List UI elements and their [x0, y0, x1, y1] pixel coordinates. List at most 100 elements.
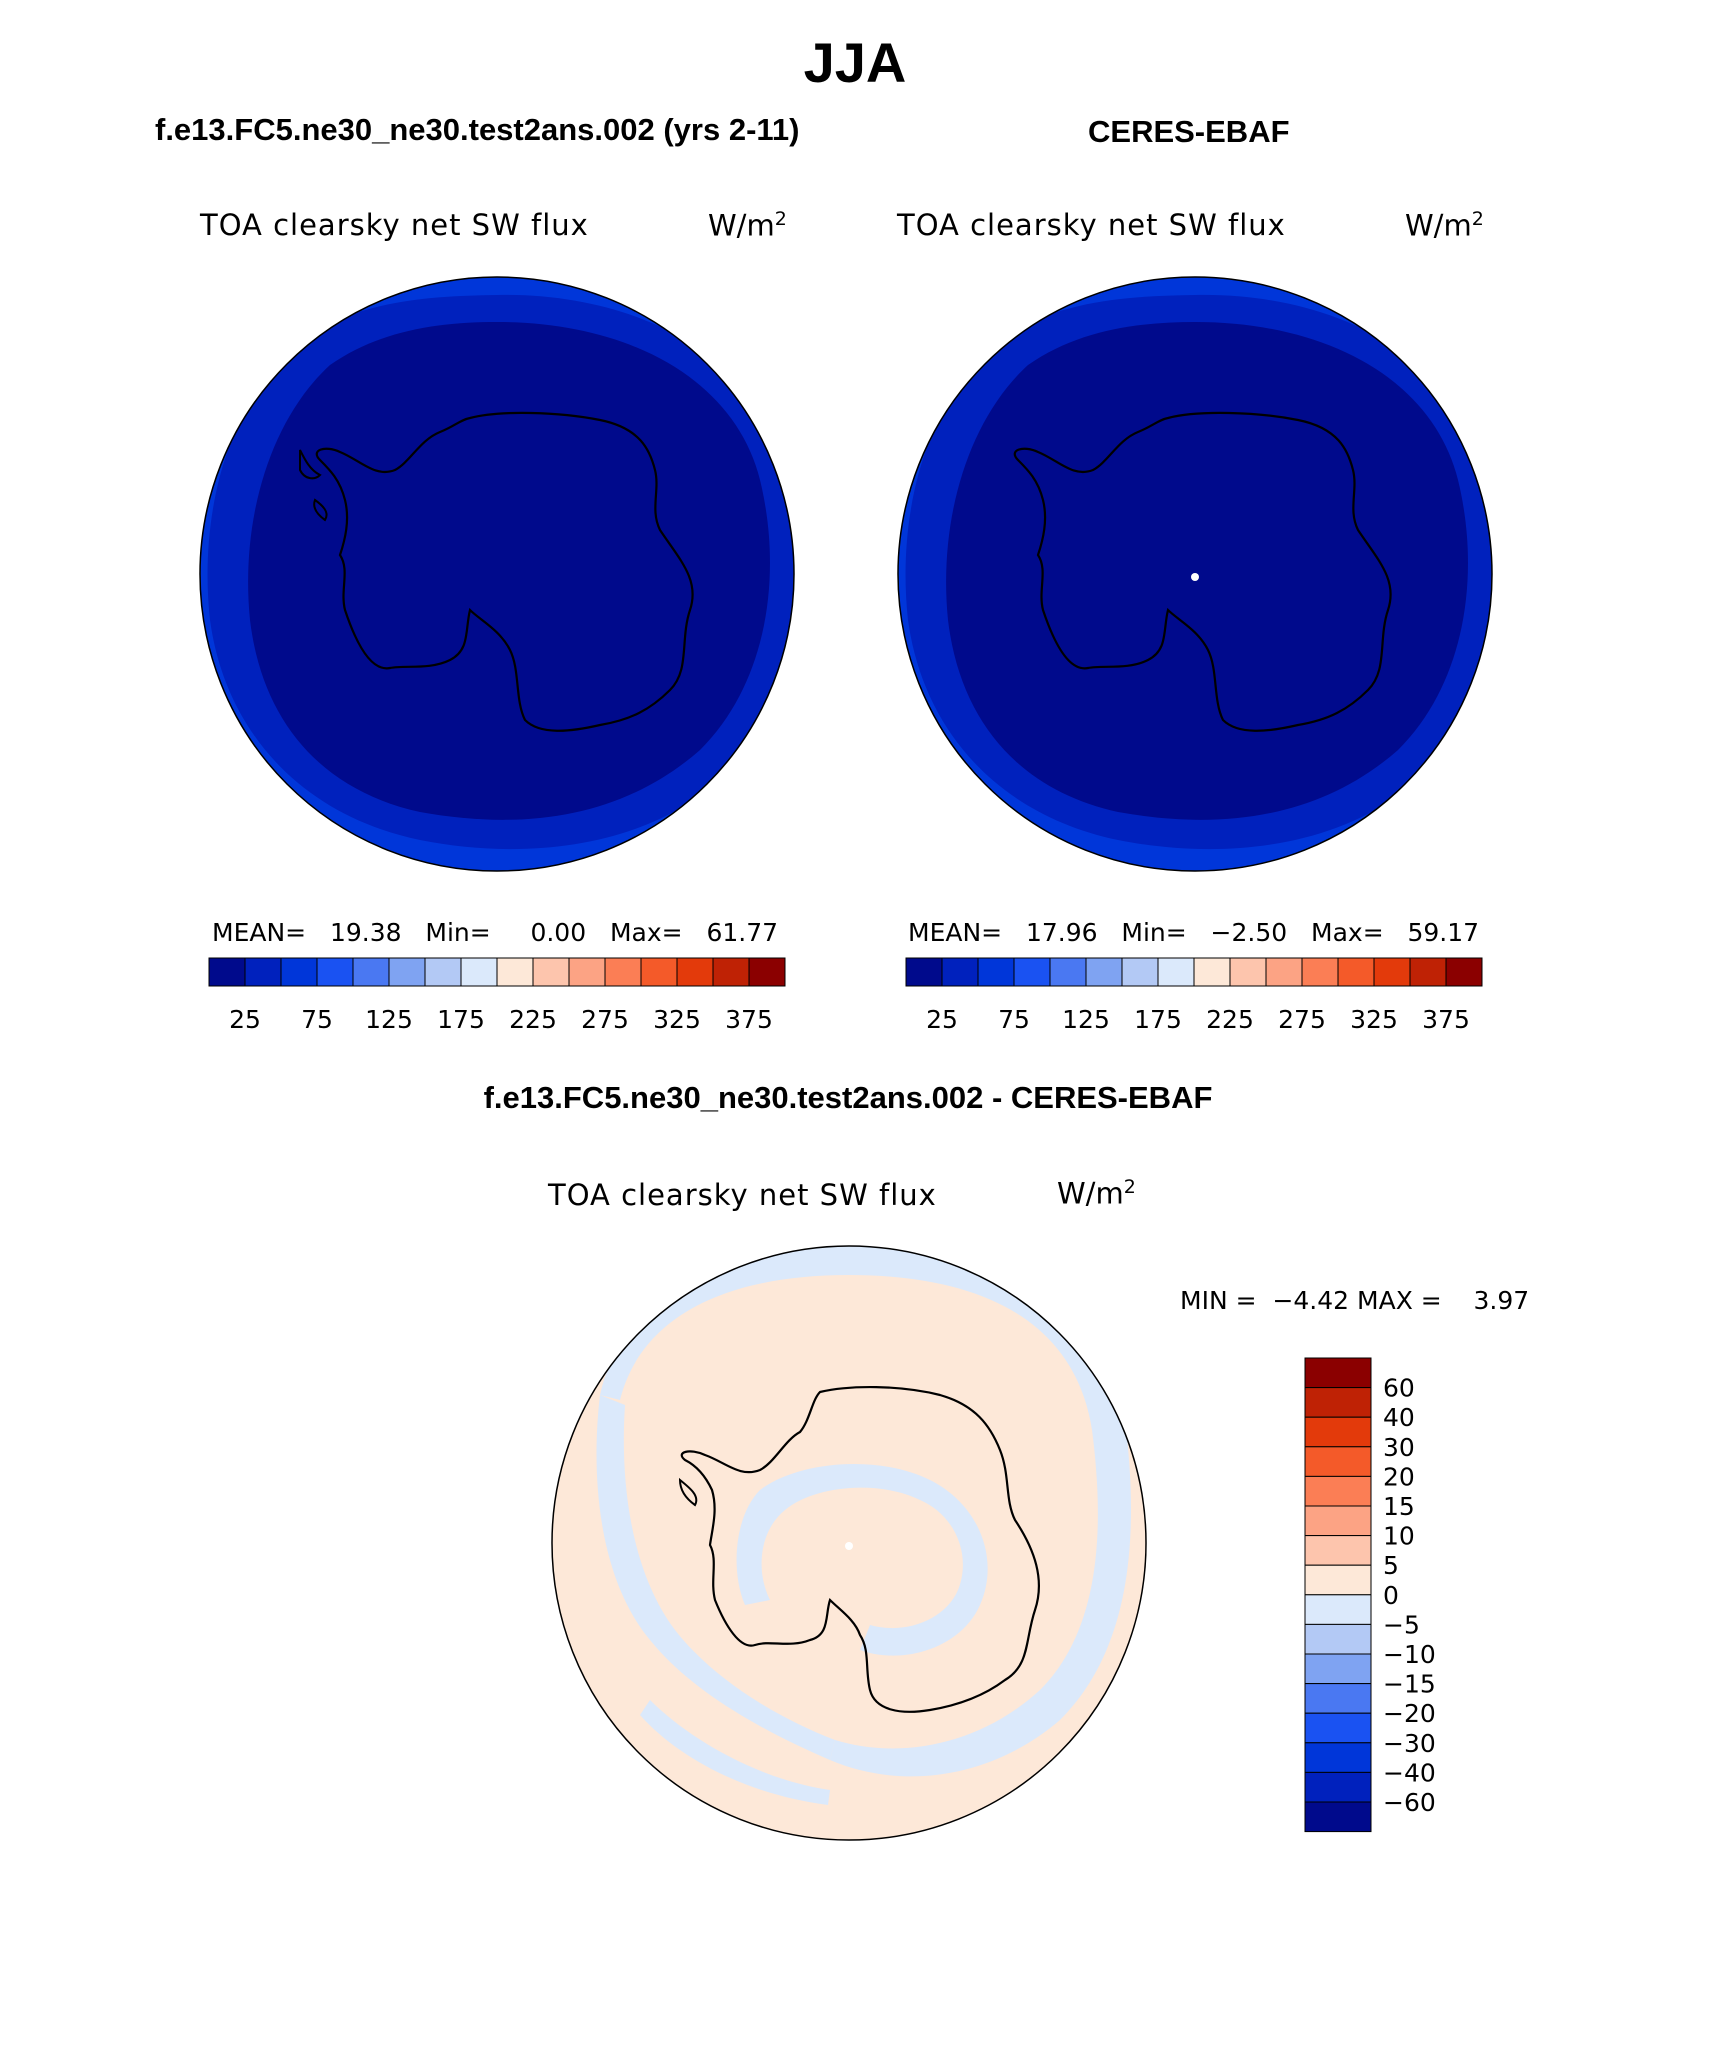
right-colorbar-tick: 75	[998, 1005, 1030, 1034]
right-colorbar-swatch	[1445, 957, 1483, 987]
left-colorbar-swatch	[640, 957, 678, 987]
right-colorbar-tick: 175	[1134, 1005, 1182, 1034]
diff-colorbar-tick: 15	[1383, 1492, 1415, 1521]
diff-colorbar-swatch	[1304, 1535, 1372, 1566]
left-antarctica-coastline	[315, 411, 694, 732]
diff-colorbar-swatch	[1304, 1387, 1372, 1418]
left-panel-heading: f.e13.FC5.ne30_ne30.test2ans.002 (yrs 2-…	[155, 112, 800, 147]
diff-min-value: −4.42	[1272, 1286, 1350, 1315]
right-colorbar-swatch	[1229, 957, 1267, 987]
right-unit-label: W/m2	[1405, 208, 1484, 243]
diff-min-label: MIN =	[1180, 1286, 1257, 1315]
right-panel-heading: CERES-EBAF	[1088, 114, 1290, 149]
left-colorbar-swatch	[712, 957, 750, 987]
right-min-value: −2.50	[1210, 918, 1288, 947]
left-colorbar-swatch	[568, 957, 606, 987]
left-colorbar-tick: 175	[437, 1005, 485, 1034]
left-colorbar: 25 75 125 175 225 275 325 375	[208, 957, 786, 1034]
right-colorbar-swatch	[1121, 957, 1159, 987]
right-colorbar-tick: 225	[1206, 1005, 1254, 1034]
diff-stats: MIN = −4.42 MAX = 3.97	[1180, 1286, 1529, 1315]
right-mean-value: 17.96	[1025, 918, 1098, 947]
diff-colorbar-swatch	[1304, 1801, 1372, 1833]
diff-colorbar-swatch	[1304, 1594, 1372, 1625]
left-colorbar-swatch	[352, 957, 390, 987]
left-colorbar-swatch	[208, 957, 246, 987]
right-colorbar-swatch	[1373, 957, 1411, 987]
diff-pole-marker	[845, 1542, 853, 1550]
diff-colorbar-swatch	[1304, 1771, 1372, 1803]
right-colorbar-tick: 125	[1062, 1005, 1110, 1034]
diff-max-value: 3.97	[1473, 1286, 1530, 1315]
left-colorbar-tick: 125	[365, 1005, 413, 1034]
left-colorbar-swatch	[244, 957, 282, 987]
left-max-label: Max=	[609, 918, 683, 947]
left-colorbar-swatch	[316, 957, 354, 987]
right-colorbar-swatch	[1301, 957, 1339, 987]
right-colorbar-swatch	[1157, 957, 1195, 987]
left-min-label: Min=	[425, 918, 491, 947]
left-colorbar-swatch	[496, 957, 534, 987]
right-colorbar-swatch	[1049, 957, 1087, 987]
right-stats: MEAN= 17.96 Min= −2.50 Max= 59.17	[908, 918, 1479, 947]
diff-colorbar-swatch	[1304, 1357, 1372, 1389]
left-unit-label: W/m2	[708, 208, 787, 243]
right-variable-label: TOA clearsky net SW flux	[897, 208, 1286, 242]
left-min-value: 0.00	[530, 918, 587, 947]
right-colorbar-tick: 375	[1422, 1005, 1470, 1034]
right-colorbar-swatch	[1193, 957, 1231, 987]
diff-colorbar-tick: −20	[1383, 1699, 1436, 1728]
diff-colorbar-tick: −5	[1383, 1610, 1420, 1639]
right-map-fill	[898, 277, 1492, 871]
left-colorbar-tick: 375	[725, 1005, 773, 1034]
right-pole-marker	[1191, 573, 1199, 581]
left-max-value: 61.77	[706, 918, 779, 947]
right-mean-label: MEAN=	[908, 918, 1003, 947]
right-colorbar-tick: 325	[1350, 1005, 1398, 1034]
right-colorbar-swatch	[1409, 957, 1447, 987]
right-colorbar-swatch	[1337, 957, 1375, 987]
diff-max-label: MAX =	[1357, 1286, 1442, 1315]
diff-colorbar-tick: 20	[1383, 1462, 1415, 1491]
left-stats: MEAN= 19.38 Min= 0.00 Max= 61.77	[212, 918, 778, 947]
diff-colorbar-tick: −60	[1383, 1788, 1436, 1817]
diff-colorbar-swatch	[1304, 1683, 1372, 1714]
left-colorbar-swatch	[460, 957, 498, 987]
left-colorbar-tick: 225	[509, 1005, 557, 1034]
left-colorbar-swatch	[748, 957, 786, 987]
diff-colorbar-swatch	[1304, 1475, 1372, 1507]
diff-colorbar-swatch	[1304, 1742, 1372, 1773]
right-colorbar-swatch	[977, 957, 1015, 987]
diff-antarctica-coastline	[680, 1386, 1040, 1713]
diff-colorbar-tick: −15	[1383, 1670, 1436, 1699]
right-colorbar-swatch	[941, 957, 979, 987]
left-colorbar-swatch	[280, 957, 318, 987]
right-colorbar-swatch	[1085, 957, 1123, 987]
right-colorbar-tick: 275	[1278, 1005, 1326, 1034]
diff-colorbar-swatch	[1304, 1416, 1372, 1448]
diff-panel-heading: f.e13.FC5.ne30_ne30.test2ans.002 - CERES…	[483, 1080, 1213, 1115]
left-variable-label: TOA clearsky net SW flux	[200, 208, 589, 242]
diff-colorbar-tick: 5	[1383, 1551, 1399, 1580]
right-colorbar: 25 75 125 175 225 275 325 375	[905, 957, 1483, 1034]
left-map-fill	[200, 277, 794, 871]
diff-colorbar-swatch	[1304, 1653, 1372, 1685]
right-antarctica-coastline	[1013, 411, 1392, 732]
left-colorbar-swatch	[388, 957, 426, 987]
diff-colorbar-swatch	[1304, 1505, 1372, 1537]
left-colorbar-swatch	[532, 957, 570, 987]
diff-colorbar-swatch	[1304, 1446, 1372, 1477]
diff-variable-label: TOA clearsky net SW flux	[548, 1178, 937, 1212]
diff-colorbar-tick: 30	[1383, 1433, 1415, 1462]
right-colorbar-swatch	[1265, 957, 1303, 987]
left-mean-value: 19.38	[329, 918, 402, 947]
left-colorbar-tick: 325	[653, 1005, 701, 1034]
diff-unit-label: W/m2	[1057, 1176, 1136, 1211]
diff-colorbar-tick: −40	[1383, 1758, 1436, 1787]
left-colorbar-tick: 75	[301, 1005, 333, 1034]
diff-colorbar-tick: −30	[1383, 1729, 1436, 1758]
right-colorbar-swatch	[1013, 957, 1051, 987]
diff-colorbar-tick: 40	[1383, 1403, 1415, 1432]
